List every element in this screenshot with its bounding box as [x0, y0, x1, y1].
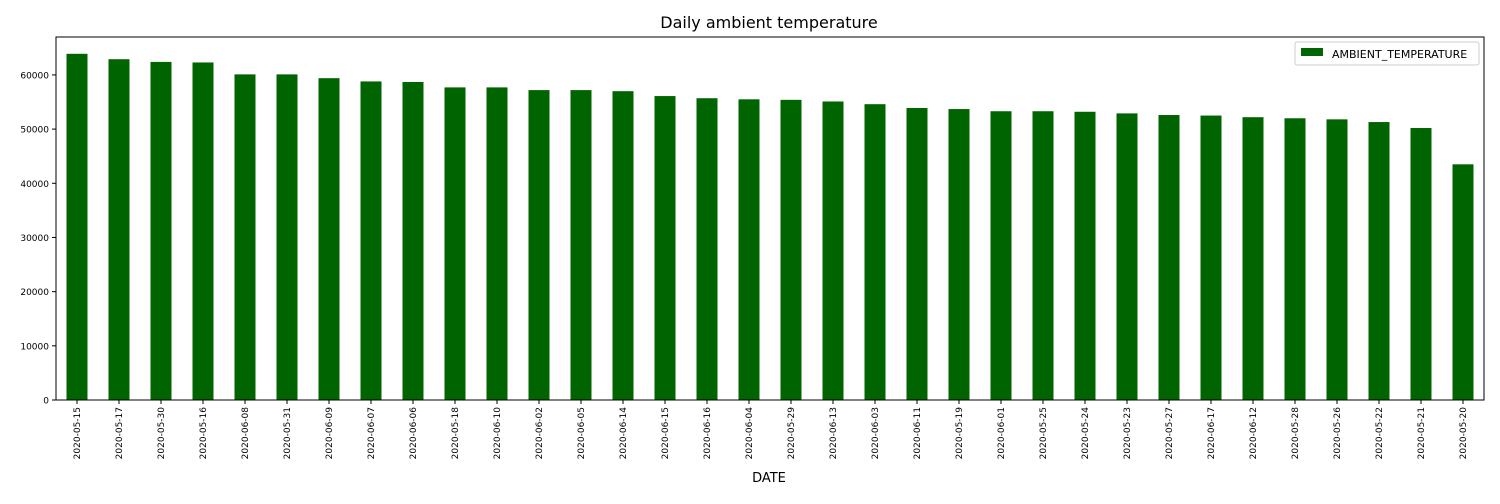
bar: [990, 111, 1012, 400]
x-tick-label: 2020-06-08: [241, 407, 251, 460]
x-tick-label: 2020-05-18: [451, 407, 461, 460]
bar: [1032, 111, 1054, 400]
bar: [570, 90, 592, 400]
bar: [528, 90, 550, 400]
x-tick-label: 2020-06-01: [997, 407, 1007, 459]
bar: [948, 109, 970, 400]
x-tick-label: 2020-06-02: [535, 407, 545, 459]
bar: [1452, 164, 1474, 400]
x-tick-label: 2020-05-29: [787, 407, 797, 460]
x-tick-label: 2020-06-07: [367, 407, 377, 459]
x-tick-label: 2020-06-17: [1207, 407, 1217, 459]
bar: [360, 81, 382, 401]
x-tick-label: 2020-06-10: [493, 407, 503, 460]
bar: [1116, 113, 1138, 400]
x-tick-label: 2020-05-21: [1417, 407, 1427, 459]
x-tick-label: 2020-05-23: [1123, 407, 1133, 459]
x-tick-label: 2020-05-16: [199, 407, 209, 460]
legend: AMBIENT_TEMPERATURE: [1294, 41, 1480, 66]
y-tick-label: 20000: [20, 288, 49, 298]
legend-label: AMBIENT_TEMPERATURE: [1332, 48, 1467, 61]
y-tick-label: 40000: [20, 180, 49, 190]
legend-swatch: [1301, 48, 1323, 56]
bar: [738, 99, 760, 400]
bar: [1242, 117, 1264, 400]
x-tick-label: 2020-05-15: [73, 407, 83, 459]
bar: [444, 87, 466, 400]
x-tick-label: 2020-06-09: [325, 407, 335, 460]
x-tick-label: 2020-05-31: [283, 407, 293, 459]
x-tick-label: 2020-05-22: [1375, 407, 1385, 459]
bar: [402, 81, 424, 400]
y-tick-label: 0: [43, 397, 49, 407]
x-tick-label: 2020-05-30: [157, 407, 167, 460]
bar: [1074, 111, 1096, 401]
bar: [1200, 115, 1222, 400]
bar: [780, 99, 802, 400]
bar: [696, 98, 718, 400]
bar: [1158, 115, 1180, 401]
y-tick-label: 30000: [20, 234, 49, 244]
bar: [1368, 122, 1390, 400]
x-axis-label: DATE: [752, 471, 786, 486]
x-tick-label: 2020-06-11: [913, 407, 923, 459]
x-tick-label: 2020-05-26: [1333, 407, 1343, 460]
bar: [1326, 119, 1348, 400]
x-tick-label: 2020-05-19: [955, 407, 965, 460]
bar: [66, 53, 88, 401]
bar: [486, 87, 508, 400]
bar: [654, 96, 676, 400]
x-tick-label: 2020-06-03: [871, 407, 881, 459]
bar: [822, 101, 844, 400]
x-tick-label: 2020-05-17: [115, 407, 125, 459]
x-tick-label: 2020-06-04: [745, 407, 755, 460]
chart-title: Daily ambient temperature: [660, 13, 877, 32]
bar: [318, 78, 340, 401]
legend-frame: [1294, 41, 1480, 66]
x-tick-label: 2020-06-05: [577, 407, 587, 459]
x-tick-label: 2020-06-06: [409, 407, 419, 460]
bar: [108, 59, 130, 401]
bar: [1284, 118, 1306, 401]
y-tick-label: 50000: [20, 126, 49, 136]
plot-area: 0 10000 20000 30000 40000 50000 60000 2020-05-1…: [20, 36, 1485, 460]
bar: [234, 74, 256, 400]
x-tick-label: 2020-06-15: [661, 407, 671, 459]
x-tick-label: 2020-05-27: [1165, 407, 1175, 459]
bar: [612, 91, 634, 401]
x-tick-label: 2020-06-13: [829, 407, 839, 459]
y-tick-label: 10000: [20, 342, 49, 352]
x-tick-label: 2020-06-16: [703, 407, 713, 460]
axes-frame: [55, 36, 1485, 401]
bar: [864, 104, 886, 401]
x-tick-label: 2020-05-25: [1039, 407, 1049, 459]
y-tick-label: 60000: [20, 71, 49, 81]
x-tick-label: 2020-06-12: [1249, 407, 1259, 459]
bar: [1410, 128, 1432, 400]
x-tick-label: 2020-05-20: [1459, 407, 1469, 460]
bar: [150, 61, 172, 401]
x-tick-label: 2020-05-28: [1291, 407, 1301, 460]
x-tick-label: 2020-05-24: [1081, 407, 1091, 460]
bar: [276, 74, 298, 400]
bar: [906, 107, 928, 400]
bar: [192, 62, 214, 401]
x-tick-label: 2020-06-14: [619, 407, 629, 460]
